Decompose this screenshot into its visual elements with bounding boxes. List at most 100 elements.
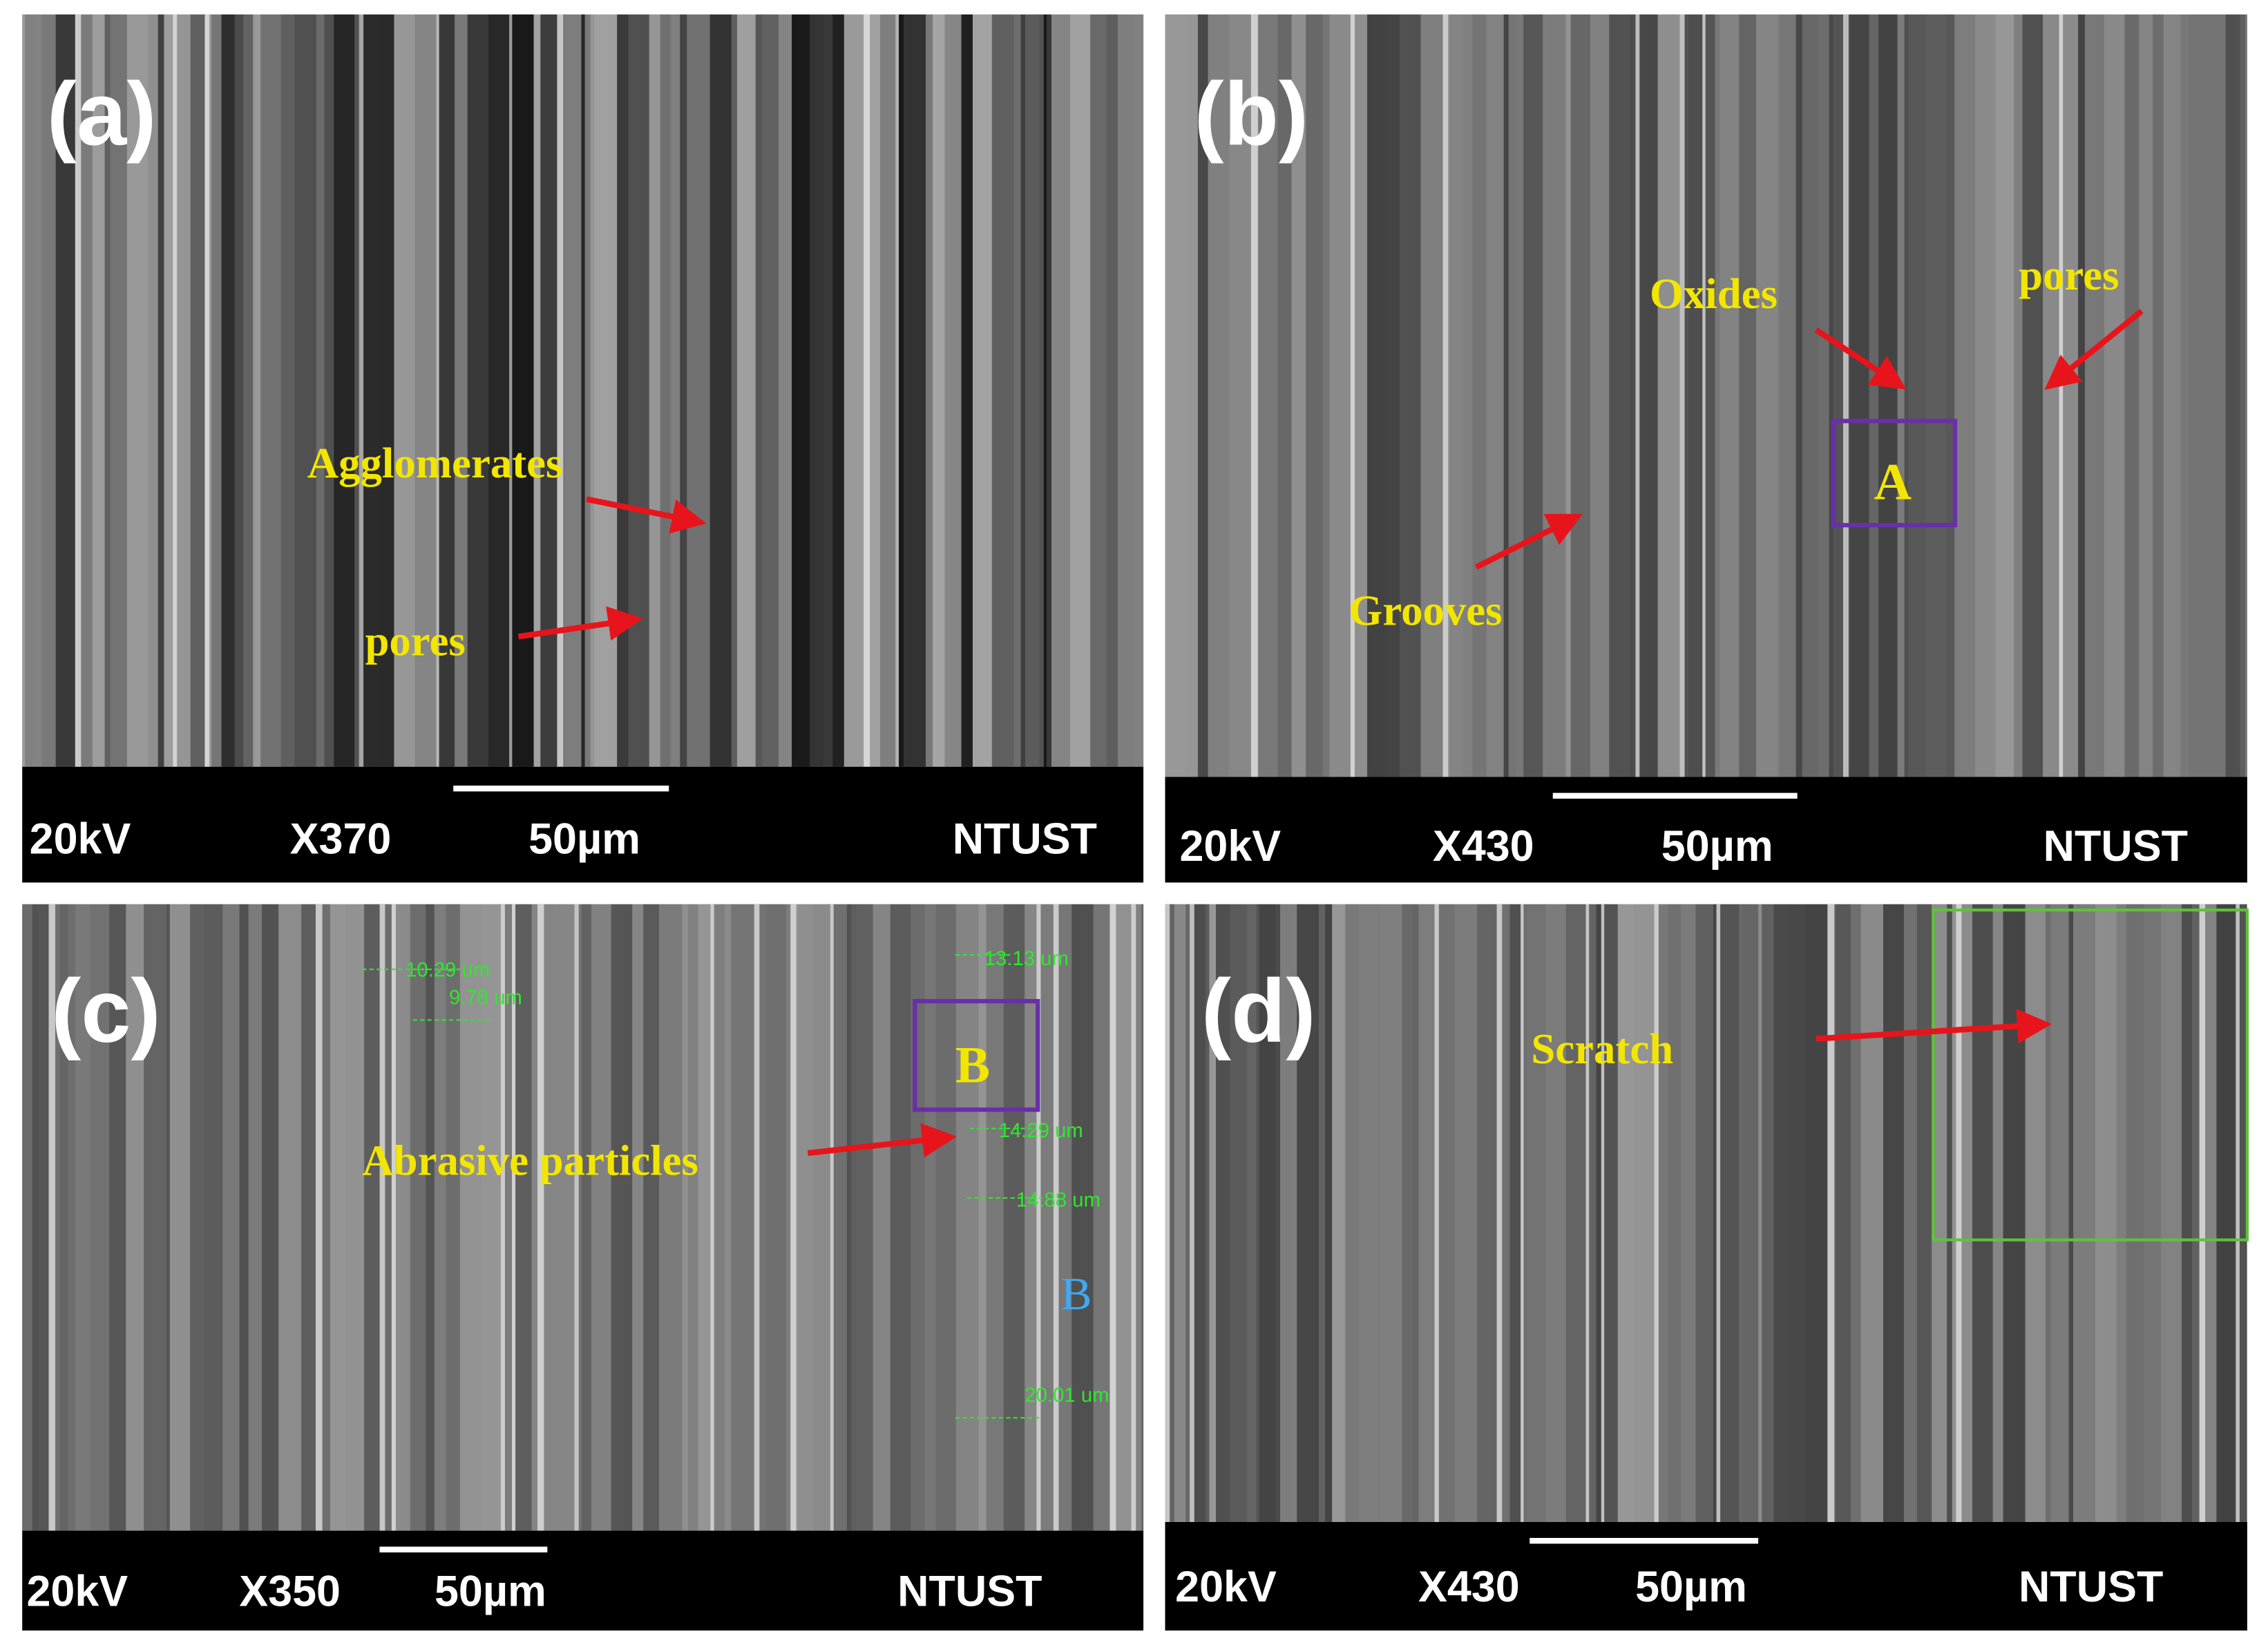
stripe <box>164 14 173 767</box>
stripe <box>234 14 244 767</box>
stripe <box>1319 904 1326 1523</box>
stripe <box>1259 14 1278 777</box>
stripe <box>1835 904 1851 1523</box>
bright-streak <box>1165 904 1170 1523</box>
stripe <box>148 14 158 767</box>
stripe <box>222 904 240 1531</box>
stripe <box>731 904 754 1531</box>
stripe <box>688 904 698 1531</box>
stripe <box>2139 14 2153 777</box>
stripe <box>1174 904 1186 1523</box>
stripe <box>68 904 75 1531</box>
stripe <box>2126 904 2144 1523</box>
stripe <box>1719 14 1740 777</box>
stripe <box>2085 14 2105 777</box>
stripe <box>126 14 149 767</box>
stripe <box>584 14 591 767</box>
stripe <box>2192 904 2200 1523</box>
stripe <box>359 14 364 767</box>
stripe <box>1952 904 1956 1523</box>
bright-streak <box>710 904 714 1531</box>
stripe <box>911 904 925 1531</box>
stripe <box>2073 904 2095 1523</box>
info-bar <box>22 1530 1144 1631</box>
stripe <box>243 14 254 767</box>
stripe <box>1635 904 1655 1523</box>
stripe <box>169 904 191 1531</box>
stripe <box>2240 14 2246 777</box>
stripe <box>1904 14 1908 777</box>
bright-streak <box>864 14 870 767</box>
stripe <box>1132 14 1144 767</box>
stripe <box>1306 14 1323 777</box>
bright-streak <box>1956 904 1962 1523</box>
stripe <box>1389 14 1400 777</box>
stripe <box>1165 14 1185 777</box>
stripe <box>1713 904 1717 1523</box>
voltage: 20kV <box>26 1567 128 1615</box>
stripe <box>190 14 205 767</box>
stripe <box>846 904 852 1531</box>
stripe <box>509 14 513 767</box>
magnification: X430 <box>1433 822 1534 871</box>
stripe <box>2124 14 2140 777</box>
bright-streak <box>557 14 564 767</box>
stripe <box>1833 14 1843 777</box>
annotation: pores <box>365 617 465 665</box>
stripe <box>144 904 166 1531</box>
stripe <box>2189 14 2211 777</box>
stripe <box>90 904 110 1531</box>
stripe <box>578 904 591 1531</box>
bright-streak <box>511 904 516 1531</box>
stripe <box>1570 14 1591 777</box>
stripe <box>1543 14 1547 777</box>
stripe <box>2003 904 2026 1523</box>
stripe <box>32 14 42 767</box>
stripe <box>2144 904 2161 1523</box>
annotation: Grooves <box>1349 587 1502 635</box>
stripe <box>1954 14 1975 777</box>
stripe <box>1617 904 1635 1523</box>
bright-streak <box>2059 14 2064 777</box>
stripe <box>857 904 873 1531</box>
stripe <box>1185 904 1190 1523</box>
stripe <box>1778 14 1796 777</box>
bright-streak <box>379 904 385 1531</box>
stripe <box>1280 904 1297 1523</box>
stripe <box>972 14 992 767</box>
stripe <box>649 14 660 767</box>
stripe <box>736 14 756 767</box>
stripe <box>363 14 379 767</box>
stripe <box>1332 904 1346 1523</box>
panel-label: (d) <box>1201 960 1316 1061</box>
panel-label: (c) <box>51 960 161 1061</box>
stripe <box>830 904 847 1531</box>
stripe <box>792 14 810 767</box>
stripe <box>813 904 830 1531</box>
region-label: A <box>1874 453 1912 511</box>
stripe <box>1903 904 1917 1523</box>
stripe <box>1070 14 1091 767</box>
bright-streak <box>436 14 439 767</box>
stripe <box>1773 904 1790 1523</box>
stripe <box>22 904 32 1531</box>
stripe <box>109 904 126 1531</box>
stripe <box>294 14 316 767</box>
stripe <box>211 14 222 767</box>
scale: 50µm <box>1661 822 1773 871</box>
stripe <box>1758 904 1762 1523</box>
region-box <box>1831 419 1958 528</box>
stripe <box>166 904 170 1531</box>
stripe <box>1259 904 1276 1523</box>
stripe <box>2078 14 2086 777</box>
stripe <box>158 14 164 767</box>
stripe <box>1051 14 1071 767</box>
arrow <box>2044 308 2144 390</box>
stripe <box>1907 14 1927 777</box>
stripe <box>75 904 90 1531</box>
bright-streak <box>1702 14 1706 777</box>
stripe <box>1402 904 1413 1523</box>
stripe <box>1025 904 1037 1531</box>
stripe <box>1230 904 1248 1523</box>
stripe <box>1486 14 1504 777</box>
